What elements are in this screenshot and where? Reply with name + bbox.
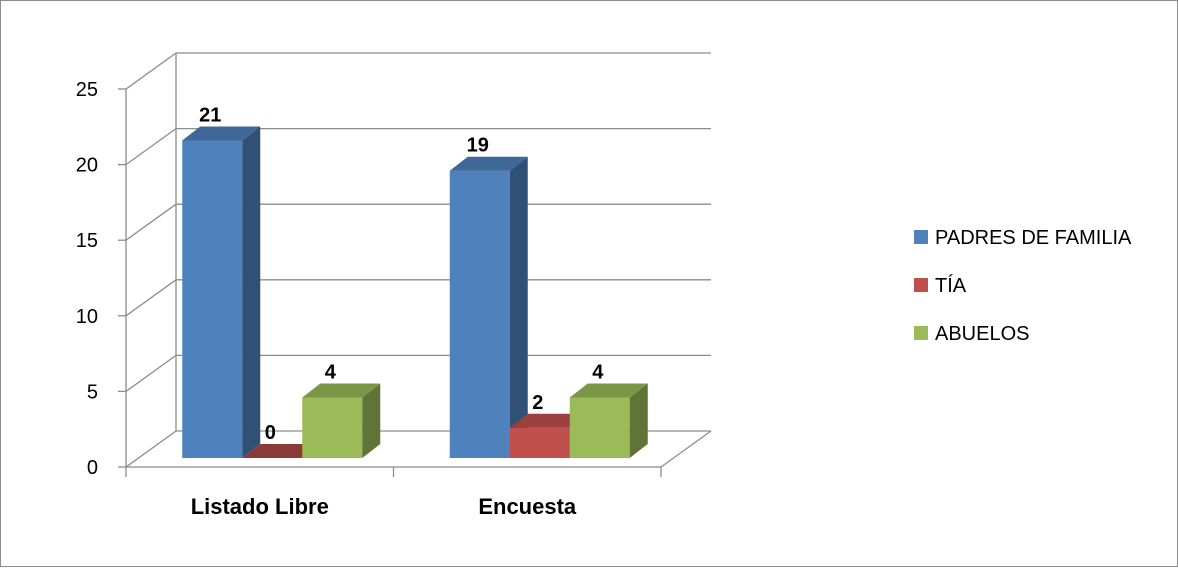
gridline-side bbox=[125, 52, 177, 90]
x-category-label: Encuesta bbox=[478, 494, 577, 519]
legend-label: TÍA bbox=[935, 274, 967, 297]
legend-swatch bbox=[914, 278, 928, 292]
bar-front[interactable] bbox=[182, 140, 243, 459]
legend-swatch bbox=[914, 230, 928, 244]
gridline-side bbox=[125, 354, 177, 392]
bar-top bbox=[449, 156, 528, 171]
legend-label: ABUELOS bbox=[935, 323, 1029, 345]
bar-top bbox=[509, 413, 588, 428]
gridline-side bbox=[125, 128, 177, 166]
gridline-side bbox=[125, 279, 177, 317]
bar-side bbox=[629, 383, 648, 458]
bar-side bbox=[362, 383, 381, 458]
y-tick-label: 10 bbox=[76, 306, 98, 328]
bar-top bbox=[182, 126, 261, 141]
gridline-side bbox=[125, 430, 177, 468]
legend-swatch bbox=[914, 326, 928, 340]
data-label: 0 bbox=[265, 422, 276, 444]
data-label: 4 bbox=[592, 362, 604, 384]
bar-side bbox=[509, 156, 528, 458]
bar-front[interactable] bbox=[569, 397, 630, 458]
y-tick-label: 25 bbox=[76, 79, 98, 101]
bar-front[interactable] bbox=[509, 427, 570, 458]
bar-side bbox=[242, 126, 261, 458]
floor-edge-right bbox=[660, 430, 712, 468]
y-tick-label: 5 bbox=[87, 381, 98, 403]
bar-front[interactable] bbox=[449, 170, 510, 458]
y-tick-label: 20 bbox=[76, 155, 98, 177]
legend-label: PADRES DE FAMILIA bbox=[935, 227, 1132, 249]
y-tick-label: 0 bbox=[87, 457, 98, 479]
data-label: 2 bbox=[532, 392, 543, 414]
bar-top bbox=[569, 383, 648, 398]
bar-top bbox=[302, 383, 381, 398]
bar-front[interactable] bbox=[302, 397, 363, 458]
x-category-label: Listado Libre bbox=[191, 494, 329, 519]
y-tick-label: 15 bbox=[76, 230, 98, 252]
gridline-side bbox=[125, 203, 177, 241]
data-label: 19 bbox=[467, 135, 489, 157]
bar-top bbox=[242, 444, 321, 458]
data-label: 4 bbox=[325, 362, 337, 384]
data-label: 21 bbox=[199, 104, 221, 126]
